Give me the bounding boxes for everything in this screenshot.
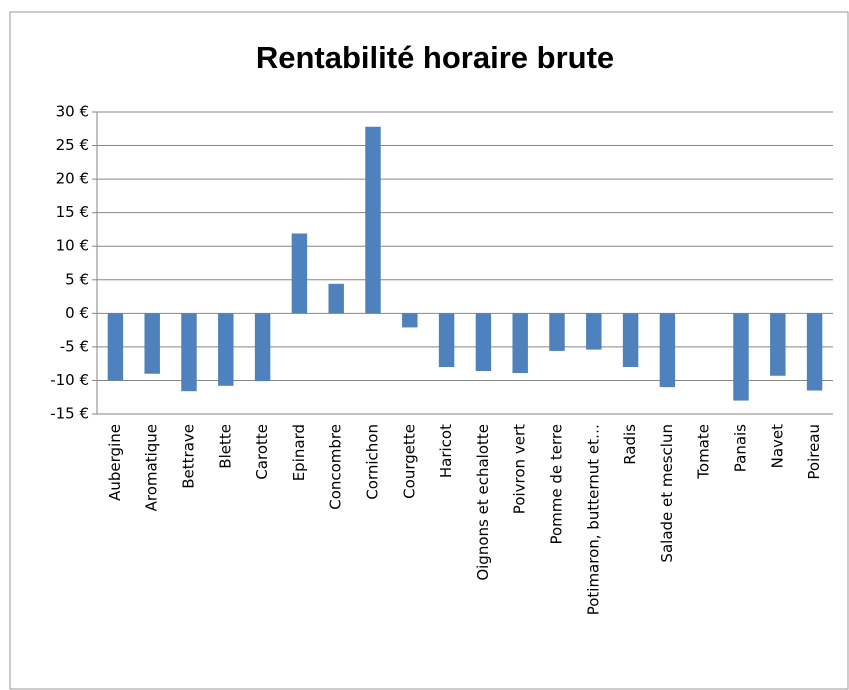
y-tick-label: 25 € [56,136,89,154]
bar [733,313,749,401]
x-tick-label: Aromatique [143,424,161,511]
y-tick-label: 15 € [56,203,89,221]
y-tick-label: -15 € [50,405,89,423]
x-tick-label: Navet [768,424,786,469]
x-tick-label: Carotte [253,424,271,480]
bar [144,313,160,374]
y-tick-label: 5 € [65,270,89,288]
bar [254,313,271,382]
bar [586,313,602,350]
x-tick-label: Potimaron, butternut et… [584,424,602,615]
bar [107,313,124,381]
bar [438,313,455,368]
y-tick-label: -5 € [60,337,89,355]
x-tick-label: Tomate [695,424,713,480]
x-tick-label: Poivron vert [511,424,529,514]
y-tick-label: 30 € [56,103,89,121]
bar [328,283,344,314]
bar [770,313,786,376]
chart-title: Rentabilité horaire brute [256,40,614,75]
x-tick-label: Pomme de terre [548,424,566,545]
chart-frame [9,11,849,690]
y-tick-label: -10 € [50,371,89,389]
x-tick-label: Salade et mesclun [658,424,676,563]
bar [365,126,381,314]
x-tick-label: Haricot [437,424,455,478]
x-tick-label: Oignons et echalotte [474,424,492,581]
y-tick-label: 10 € [56,237,89,255]
bar [549,313,565,351]
bar [402,313,418,328]
bar [622,313,639,368]
x-tick-label: Courgette [400,424,418,499]
x-tick-label: Radis [621,424,639,465]
x-tick-label: Concombre [327,424,345,510]
bar [218,313,234,386]
x-tick-label: Poireau [805,424,823,480]
bar [659,313,676,388]
y-tick-label: 0 € [65,304,89,322]
bar [512,313,528,374]
bar [806,313,823,391]
bar [291,233,308,314]
x-tick-label: Blette [216,424,234,469]
x-tick-label: Cornichon [364,424,382,500]
x-tick-label: Panais [732,424,750,472]
y-tick-label: 20 € [56,170,89,188]
bar [475,313,492,372]
x-tick-label: Epinard [290,424,308,481]
x-tick-label: Bettrave [180,424,198,489]
bar [181,313,197,392]
x-tick-label: Aubergine [106,424,124,501]
